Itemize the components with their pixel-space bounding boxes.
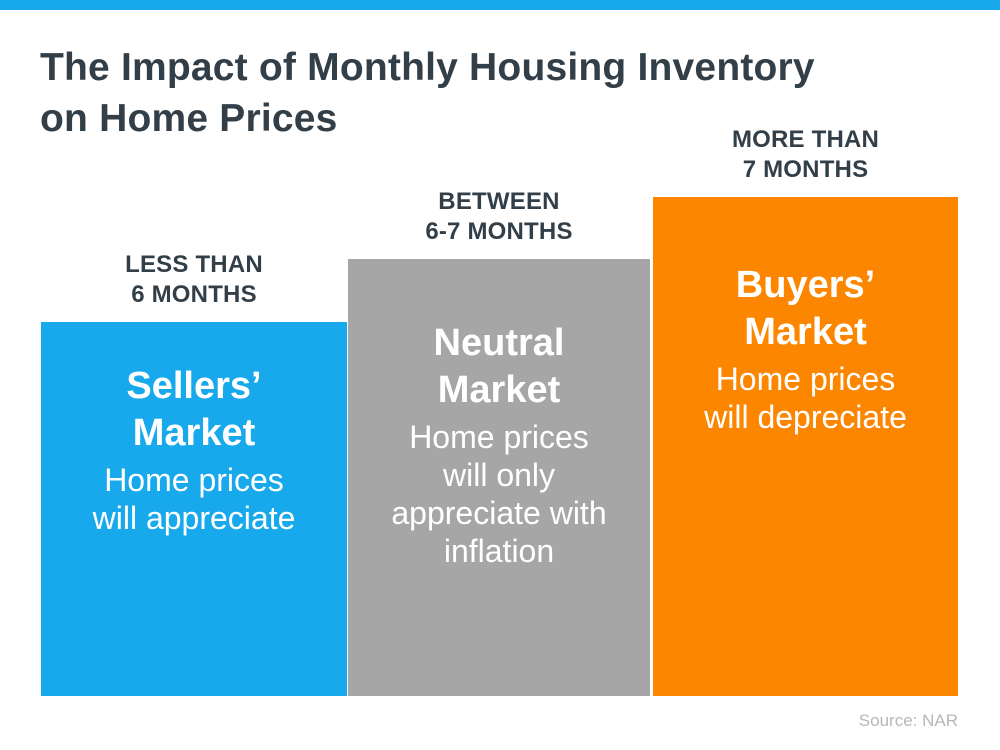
bar-heading-line: Sellers’ bbox=[126, 365, 262, 407]
bar-heading-neutral-market: Neutral Market bbox=[348, 320, 650, 414]
bar-body-line: Home prices bbox=[715, 361, 896, 397]
category-label-line: 6 MONTHS bbox=[131, 281, 257, 308]
bar-body-line: appreciate with bbox=[391, 495, 607, 531]
category-label-line: 7 MONTHS bbox=[742, 156, 869, 183]
category-label-between-6-7-months: BETWEEN 6-7 MONTHS bbox=[348, 187, 650, 247]
bar-heading-line: Neutral bbox=[433, 322, 565, 364]
title-line-1: The Impact of Monthly Housing Inventory bbox=[40, 46, 815, 89]
bar-buyers-market: Buyers’ Market Home prices will deprecia… bbox=[653, 197, 958, 696]
category-label-line: LESS THAN bbox=[125, 251, 263, 278]
bar-description-sellers-market: Home prices will appreciate bbox=[41, 461, 347, 537]
bar-neutral-market: Neutral Market Home prices will only app… bbox=[348, 259, 650, 696]
title-line-2: on Home Prices bbox=[40, 97, 338, 140]
category-label-line: 6-7 MONTHS bbox=[425, 218, 573, 245]
category-label-more-than-7-months: MORE THAN 7 MONTHS bbox=[653, 125, 958, 185]
category-label-less-than-6-months: LESS THAN 6 MONTHS bbox=[41, 250, 347, 310]
bar-description-buyers-market: Home prices will depreciate bbox=[653, 360, 958, 436]
bar-heading-line: Buyers’ bbox=[735, 264, 876, 306]
category-label-line: BETWEEN bbox=[438, 188, 560, 215]
category-label-line: MORE THAN bbox=[731, 126, 880, 153]
bar-heading-line: Market bbox=[132, 412, 256, 454]
bar-body-line: will appreciate bbox=[92, 500, 296, 536]
bar-body-line: will depreciate bbox=[704, 399, 907, 435]
top-accent-bar bbox=[0, 0, 1000, 10]
bar-body-line: Home prices bbox=[104, 462, 284, 498]
bar-body-line: inflation bbox=[443, 533, 555, 569]
bar-heading-line: Market bbox=[437, 369, 561, 411]
bar-heading-buyers-market: Buyers’ Market bbox=[653, 262, 958, 356]
bar-heading-line: Market bbox=[744, 311, 867, 353]
bar-heading-sellers-market: Sellers’ Market bbox=[41, 363, 347, 457]
bar-body-line: Home prices bbox=[409, 419, 589, 455]
bar-body-line: will only bbox=[442, 457, 556, 493]
bar-sellers-market: Sellers’ Market Home prices will appreci… bbox=[41, 322, 347, 696]
bar-description-neutral-market: Home prices will only appreciate with in… bbox=[348, 418, 650, 570]
source-attribution: Source: NAR bbox=[858, 711, 958, 730]
page-title: The Impact of Monthly Housing Inventory … bbox=[40, 42, 815, 144]
